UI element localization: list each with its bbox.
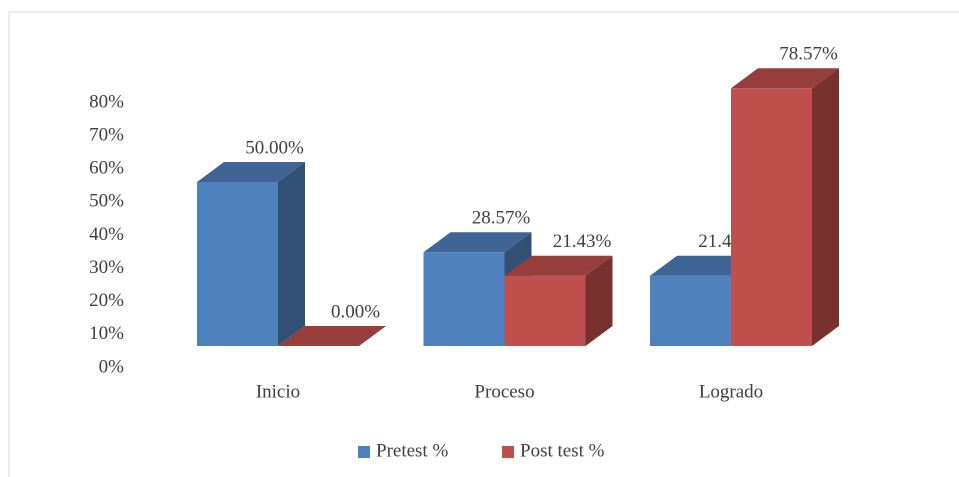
data-label: 50.00% [245,137,304,158]
data-label: 78.57% [779,44,838,65]
legend-label: Post test % [520,440,605,461]
legend-swatch [502,446,514,458]
data-label: 28.57% [472,208,531,229]
data-label: 21.43% [553,231,612,252]
y-tick-label: 70% [89,124,124,145]
bar-top [731,68,839,89]
bar [504,275,586,346]
bar-side [812,68,839,346]
bar-top [278,326,386,346]
bar-side [278,162,305,346]
bar [197,182,278,346]
y-tick-label: 50% [89,191,124,212]
bar-side [585,255,613,346]
y-tick-label: 0% [99,356,125,377]
bar-top [423,232,532,253]
chart-frame [8,11,959,477]
x-tick-label: Proceso [474,381,534,402]
x-tick-label: Inicio [256,381,300,402]
y-tick-label: 30% [89,257,124,278]
legend-label: Pretest % [376,440,448,461]
x-tick-label: Logrado [699,381,763,402]
y-tick-label: 20% [89,290,124,311]
y-tick-label: 60% [89,158,124,179]
y-tick-label: 40% [89,224,124,245]
y-tick-label: 80% [89,91,124,112]
y-tick-label: 10% [89,323,124,344]
bar [650,275,731,346]
bar-top [197,162,305,182]
bar-top [504,255,613,276]
data-label: 0.00% [331,301,380,322]
bar [731,88,812,346]
bar [423,252,505,346]
legend-swatch [358,446,370,458]
